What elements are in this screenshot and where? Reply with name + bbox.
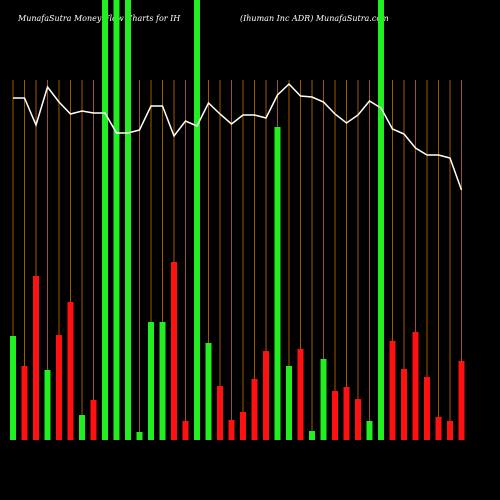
bar: [113, 0, 120, 440]
bar: [240, 412, 246, 440]
bar: [21, 366, 28, 440]
bar: [366, 421, 373, 440]
bar: [90, 400, 97, 440]
bar: [44, 370, 51, 440]
chart-subtitle: (Ihuman Inc ADR) MunafaSutra.com: [240, 14, 389, 23]
bar: [424, 377, 430, 440]
bar: [102, 0, 108, 440]
bar: [56, 335, 62, 440]
bar: [10, 336, 16, 440]
bar: [263, 351, 269, 440]
bar: [182, 421, 189, 440]
bar: [286, 366, 292, 440]
bar: [251, 379, 258, 440]
bar: [217, 386, 223, 440]
bar: [274, 127, 281, 440]
bar: [320, 359, 327, 440]
bar: [33, 276, 39, 440]
bar: [79, 415, 85, 440]
bar: [343, 387, 350, 440]
bar: [125, 0, 131, 440]
bar: [205, 343, 212, 440]
bar: [309, 431, 315, 440]
bar: [297, 349, 304, 440]
bar: [228, 420, 235, 440]
bar: [171, 262, 177, 440]
bar: [194, 0, 200, 440]
bar: [435, 417, 442, 440]
bar: [332, 391, 338, 440]
chart-title: MunafaSutra Money Flow Charts for IH: [17, 14, 181, 23]
bar: [378, 0, 384, 440]
bar: [355, 399, 361, 440]
bar: [458, 361, 465, 440]
bar: [136, 432, 143, 440]
bar: [67, 302, 74, 440]
bar: [148, 322, 154, 440]
bar: [447, 421, 453, 440]
price-line: [13, 82, 463, 191]
bar: [159, 322, 166, 440]
bar: [412, 332, 419, 440]
bar: [401, 369, 407, 440]
bar: [389, 341, 396, 440]
